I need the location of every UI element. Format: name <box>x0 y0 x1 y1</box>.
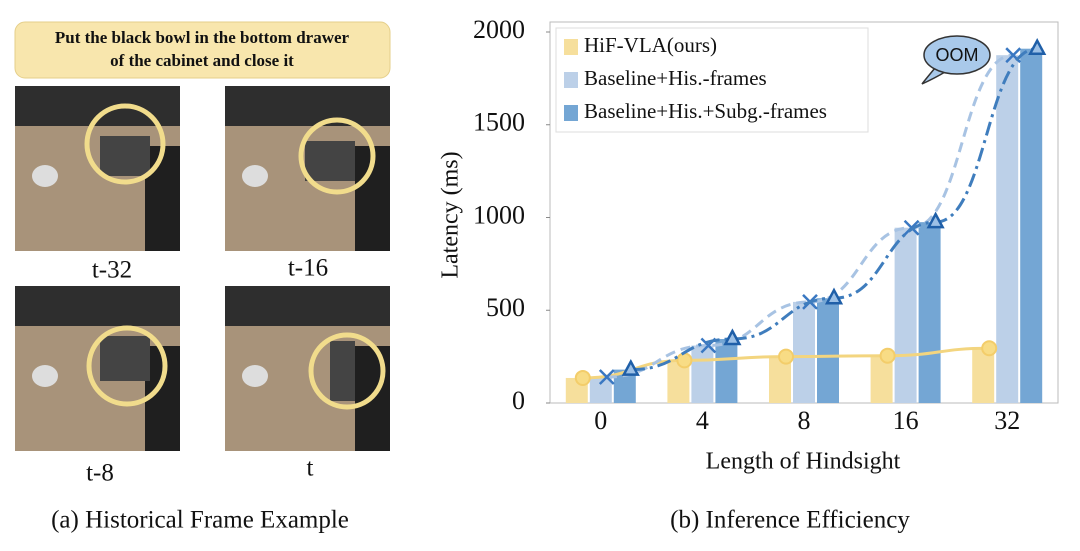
x-tick-label: 0 <box>594 406 607 435</box>
legend-label: Baseline+His.+Subg.-frames <box>584 99 827 123</box>
bar <box>870 355 893 403</box>
y-tick-label: 1000 <box>473 200 525 229</box>
legend-swatch <box>564 39 578 55</box>
x-tick-label: 8 <box>798 406 811 435</box>
caption: (b) Inference Efficiency <box>670 507 910 534</box>
marker <box>824 287 844 305</box>
bar <box>1020 48 1043 403</box>
x-tick-label: 4 <box>696 406 709 435</box>
bar <box>972 348 995 403</box>
bar <box>613 369 636 403</box>
legend-swatch <box>564 105 578 121</box>
marker <box>598 369 615 385</box>
x-tick-label: 32 <box>994 406 1020 435</box>
marker <box>778 348 794 365</box>
frame <box>15 86 180 251</box>
y-tick-label: 500 <box>486 293 525 322</box>
marker <box>926 211 945 229</box>
y-tick-label: 1500 <box>473 108 525 137</box>
trend-line <box>630 47 1038 372</box>
frame <box>225 86 390 251</box>
bar <box>918 222 941 403</box>
bar <box>715 339 738 403</box>
x-axis-label: Length of Hindsight <box>706 449 901 475</box>
legend-swatch <box>564 72 578 88</box>
marker <box>621 358 640 376</box>
bar <box>996 55 1019 403</box>
legend-label: HiF-VLA(ours) <box>584 33 717 57</box>
caption: (a) Historical Frame Example <box>51 507 349 534</box>
marker <box>981 340 998 357</box>
marker <box>723 328 742 346</box>
annotation-bubble <box>923 35 991 75</box>
annotation-bubble <box>921 67 946 85</box>
frame <box>225 286 390 451</box>
bar <box>667 360 690 403</box>
legend-label: Baseline+His.-frames <box>584 66 767 90</box>
bar <box>589 377 612 403</box>
legend-box <box>555 27 869 133</box>
frame-label: t-8 <box>86 460 114 487</box>
annotation: OOM <box>936 45 979 65</box>
bar <box>894 227 917 403</box>
bar <box>769 356 791 403</box>
marker <box>1028 38 1047 55</box>
frame-images <box>15 86 390 451</box>
frame <box>15 286 180 451</box>
frame-label: t <box>307 455 314 482</box>
instruction: Put the black bowl in the bottom drawer <box>55 28 350 47</box>
y-tick-label: 0 <box>512 386 525 415</box>
bar <box>817 298 839 403</box>
frame-label: t-16 <box>288 255 328 282</box>
y-axis-label: Latency (ms) <box>438 151 464 278</box>
marker <box>879 347 896 364</box>
y-tick-label: 2000 <box>473 15 525 44</box>
frame-label: t-32 <box>92 257 132 284</box>
bar <box>793 301 815 403</box>
marker <box>574 369 591 386</box>
bar <box>691 345 714 403</box>
marker <box>676 352 693 369</box>
x-tick-label: 16 <box>893 406 919 435</box>
instruction-box <box>14 21 391 79</box>
instruction: of the cabinet and close it <box>110 51 294 70</box>
